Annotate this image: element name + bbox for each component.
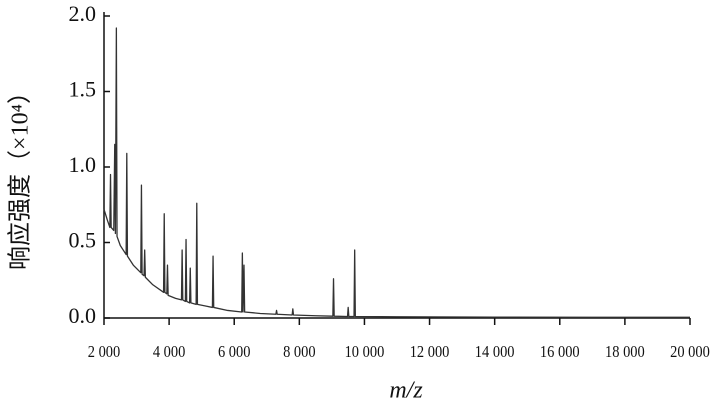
x-tick-label: 8 000 <box>283 343 316 361</box>
x-tick-label: 10 000 <box>345 343 385 361</box>
y-tick-label: 1.0 <box>69 152 97 177</box>
x-tick-label: 16 000 <box>540 343 580 361</box>
y-tick-label: 1.5 <box>69 77 97 102</box>
y-tick-label: 2.0 <box>69 1 97 26</box>
y-axis-label: 响应强度（×10⁴） <box>7 80 34 270</box>
x-tick-label: 2 000 <box>88 343 121 361</box>
spectrum-line <box>103 27 690 318</box>
x-axis-label: m/z <box>389 378 423 404</box>
x-tick-label: 14 000 <box>475 343 515 361</box>
x-tick-label: 12 000 <box>410 343 450 361</box>
y-tick-label: 0.0 <box>69 303 97 328</box>
x-tick-label: 6 000 <box>218 343 251 361</box>
x-tick-label: 4 000 <box>153 343 186 361</box>
x-tick-label: 20 000 <box>670 343 710 361</box>
x-tick-label: 18 000 <box>605 343 645 361</box>
y-tick-label: 0.5 <box>69 228 97 253</box>
